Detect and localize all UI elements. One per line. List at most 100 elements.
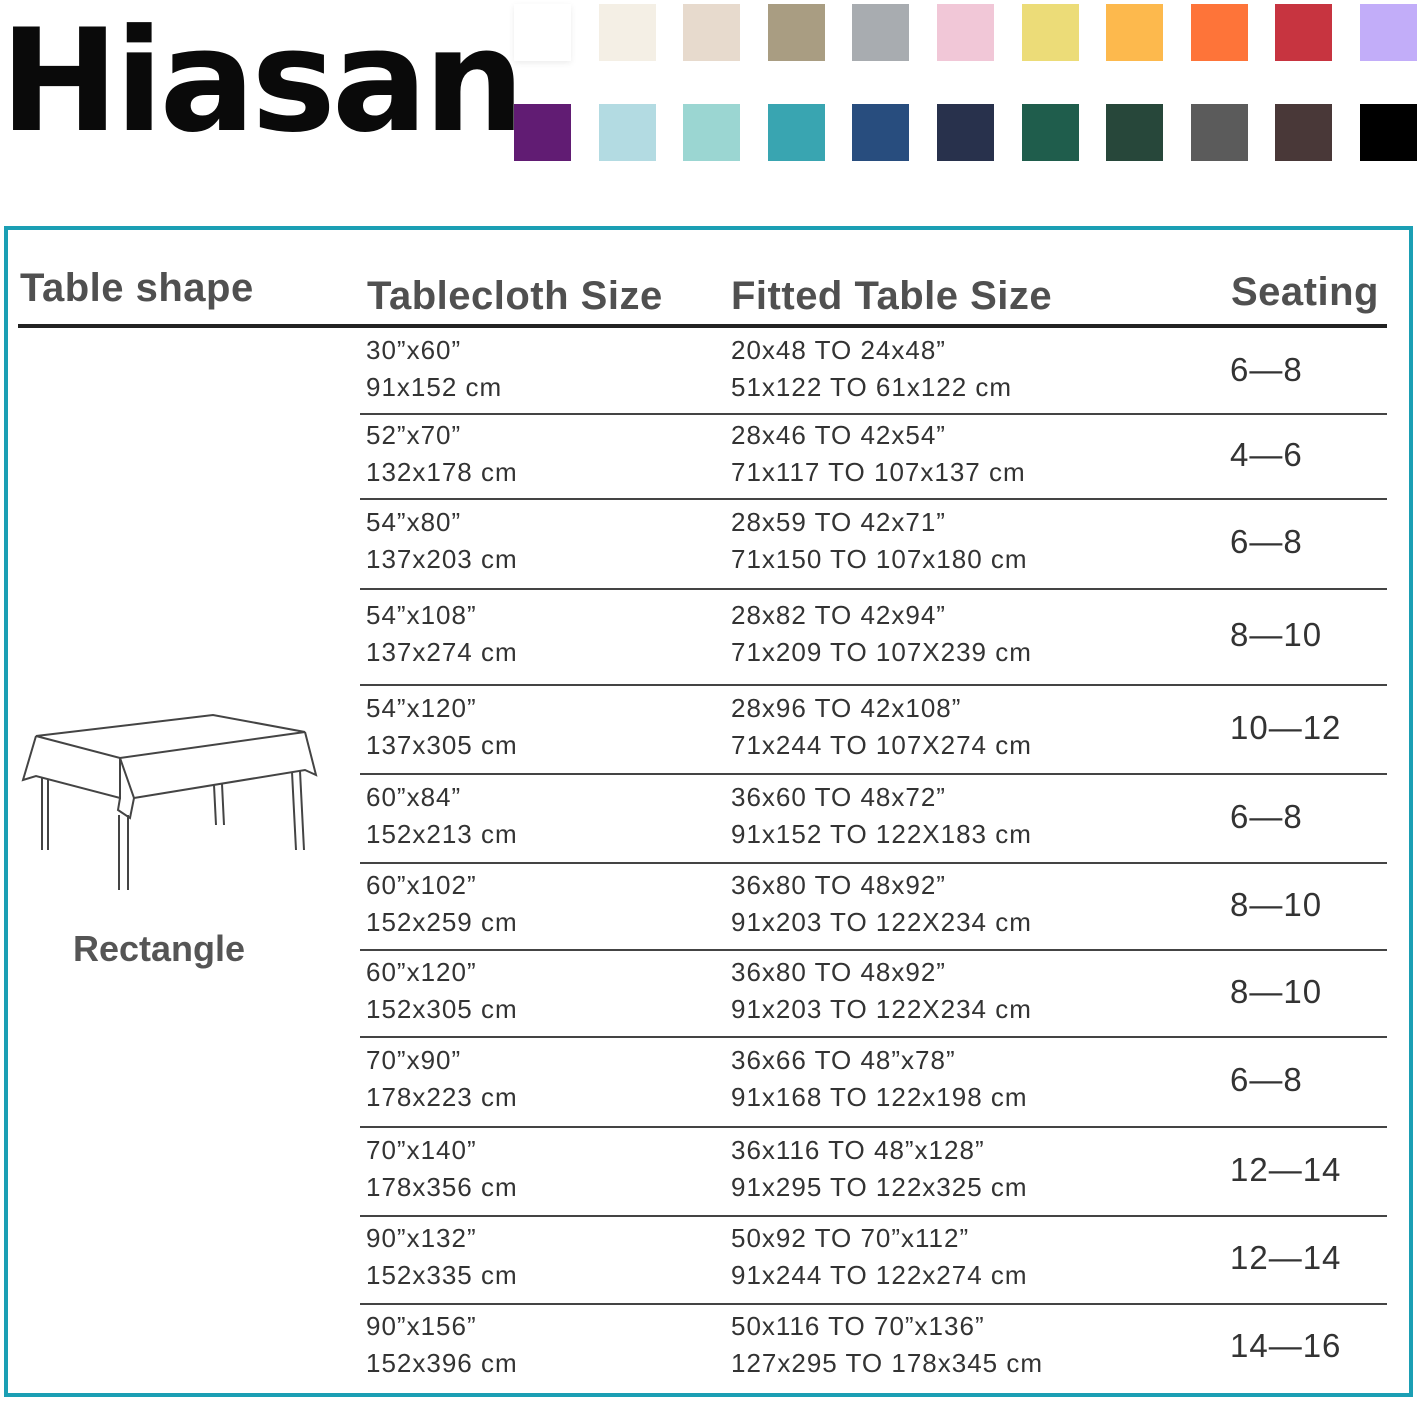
tablecloth-inches: 54”x120” bbox=[366, 692, 477, 723]
table-row: 54”x80” 137x203 cm 28x59 TO 42x71” 71x150 … bbox=[360, 500, 1387, 590]
fitted-inches: 28x46 TO 42x54” bbox=[731, 419, 946, 450]
seating: 10—12 bbox=[1230, 708, 1342, 746]
tablecloth-inches: 90”x156” bbox=[366, 1310, 477, 1341]
color-swatch bbox=[767, 104, 825, 161]
tablecloth-size: 54”x80” 137x203 cm bbox=[366, 504, 518, 578]
color-swatch bbox=[598, 104, 656, 161]
fitted-cm: 71x244 TO 107X274 cm bbox=[731, 729, 1032, 760]
tablecloth-inches: 30”x60” bbox=[366, 334, 462, 365]
fitted-inches: 20x48 TO 24x48” bbox=[731, 334, 946, 365]
table-row: 90”x156” 152x396 cm 50x116 TO 70”x136” 127… bbox=[360, 1305, 1387, 1390]
fitted-size: 50x116 TO 70”x136” 127x295 TO 178x345 cm bbox=[731, 1308, 1043, 1382]
tablecloth-size: 70”x90” 178x223 cm bbox=[366, 1042, 518, 1116]
fitted-inches: 36x116 TO 48”x128” bbox=[731, 1134, 985, 1165]
color-swatch bbox=[852, 4, 910, 61]
table-row: 54”x108” 137x274 cm 28x82 TO 42x94” 71x209… bbox=[360, 590, 1387, 686]
fitted-cm: 51x122 TO 61x122 cm bbox=[731, 371, 1013, 402]
header-table-shape: Table shape bbox=[20, 266, 254, 310]
header-tablecloth-size: Tablecloth Size bbox=[367, 274, 663, 318]
tablecloth-cm: 152x213 cm bbox=[366, 818, 518, 849]
color-swatch bbox=[767, 4, 825, 61]
tablecloth-cm: 137x203 cm bbox=[366, 544, 518, 574]
color-swatch bbox=[514, 104, 571, 161]
header-divider bbox=[18, 324, 1387, 328]
seating: 6—8 bbox=[1230, 1061, 1303, 1098]
fitted-cm: 71x150 TO 107x180 cm bbox=[731, 544, 1028, 574]
color-swatch bbox=[683, 4, 741, 61]
fitted-inches: 36x80 TO 48x92” bbox=[731, 956, 946, 987]
tablecloth-cm: 137x274 cm bbox=[366, 637, 518, 667]
tablecloth-inches: 70”x140” bbox=[366, 1134, 477, 1165]
fitted-cm: 91x203 TO 122X234 cm bbox=[731, 993, 1032, 1024]
fitted-inches: 50x92 TO 70”x112” bbox=[731, 1223, 970, 1253]
fitted-size: 28x59 TO 42x71” 71x150 TO 107x180 cm bbox=[731, 504, 1028, 578]
tablecloth-cm: 178x356 cm bbox=[366, 1171, 518, 1202]
color-swatch bbox=[1360, 104, 1417, 161]
table-row: 90”x132” 152x335 cm 50x92 TO 70”x112” 91x2… bbox=[360, 1217, 1387, 1305]
fitted-size: 28x96 TO 42x108” 71x244 TO 107X274 cm bbox=[731, 690, 1032, 764]
table-row: 54”x120” 137x305 cm 28x96 TO 42x108” 71x24… bbox=[360, 686, 1387, 775]
table-row: 52”x70” 132x178 cm 28x46 TO 42x54” 71x117 … bbox=[360, 415, 1387, 500]
tablecloth-cm: 152x396 cm bbox=[366, 1347, 518, 1378]
tablecloth-cm: 132x178 cm bbox=[366, 456, 518, 487]
tablecloth-cm: 152x259 cm bbox=[366, 906, 518, 937]
seating: 4—6 bbox=[1230, 435, 1303, 473]
fitted-inches: 36x80 TO 48x92” bbox=[731, 869, 946, 900]
table-row: 60”x120” 152x305 cm 36x80 TO 48x92” 91x203… bbox=[360, 951, 1387, 1038]
fitted-cm: 91x203 TO 122X234 cm bbox=[731, 906, 1032, 937]
tablecloth-inches: 54”x108” bbox=[366, 600, 477, 630]
tablecloth-inches: 54”x80” bbox=[366, 507, 462, 537]
table-row: 70”x140” 178x356 cm 36x116 TO 48”x128” 91x… bbox=[360, 1128, 1387, 1217]
seating: 12—14 bbox=[1230, 1239, 1342, 1276]
shape-label: Rectangle bbox=[73, 928, 246, 969]
tablecloth-size: 60”x102” 152x259 cm bbox=[366, 867, 518, 941]
fitted-inches: 36x66 TO 48”x78” bbox=[731, 1045, 956, 1075]
tablecloth-size: 54”x108” 137x274 cm bbox=[366, 597, 518, 671]
fitted-inches: 50x116 TO 70”x136” bbox=[731, 1310, 985, 1341]
tablecloth-size: 52”x70” 132x178 cm bbox=[366, 417, 518, 491]
tablecloth-cm: 91x152 cm bbox=[366, 371, 503, 402]
color-swatch bbox=[598, 4, 656, 61]
seating: 6—8 bbox=[1230, 797, 1303, 835]
fitted-inches: 28x96 TO 42x108” bbox=[731, 692, 962, 723]
tablecloth-cm: 152x305 cm bbox=[366, 993, 518, 1024]
brand-logo: Hiasan bbox=[0, 0, 525, 164]
header-fitted-table-size: Fitted Table Size bbox=[731, 274, 1053, 318]
seating: 8—10 bbox=[1230, 972, 1323, 1010]
seating: 6—8 bbox=[1230, 523, 1303, 560]
tablecloth-size: 70”x140” 178x356 cm bbox=[366, 1132, 518, 1206]
fitted-cm: 71x209 TO 107X239 cm bbox=[731, 637, 1032, 667]
tablecloth-size: 30”x60” 91x152 cm bbox=[366, 332, 502, 406]
fitted-inches: 28x59 TO 42x71” bbox=[731, 507, 946, 537]
color-swatch bbox=[1021, 104, 1079, 161]
fitted-size: 28x46 TO 42x54” 71x117 TO 107x137 cm bbox=[731, 417, 1026, 491]
tablecloth-inches: 60”x84” bbox=[366, 781, 462, 812]
fitted-size: 36x66 TO 48”x78” 91x168 TO 122x198 cm bbox=[731, 1042, 1028, 1116]
tablecloth-inches: 70”x90” bbox=[366, 1045, 462, 1075]
color-swatch bbox=[1275, 4, 1333, 61]
fitted-inches: 28x82 TO 42x94” bbox=[731, 600, 946, 630]
color-swatch bbox=[1360, 4, 1417, 61]
tablecloth-size: 60”x120” 152x305 cm bbox=[366, 954, 518, 1028]
fitted-cm: 71x117 TO 107x137 cm bbox=[731, 456, 1026, 487]
color-swatch bbox=[683, 104, 741, 161]
fitted-cm: 127x295 TO 178x345 cm bbox=[731, 1347, 1044, 1378]
seating: 12—14 bbox=[1230, 1150, 1342, 1188]
fitted-cm: 91x295 TO 122x325 cm bbox=[731, 1171, 1028, 1202]
color-swatch bbox=[1190, 104, 1248, 161]
header-seating: Seating bbox=[1231, 270, 1379, 314]
tablecloth-size: 60”x84” 152x213 cm bbox=[366, 779, 518, 853]
tablecloth-size: 90”x132” 152x335 cm bbox=[366, 1220, 518, 1294]
seating: 14—16 bbox=[1230, 1326, 1342, 1364]
fitted-size: 36x80 TO 48x92” 91x203 TO 122X234 cm bbox=[731, 867, 1032, 941]
tablecloth-inches: 90”x132” bbox=[366, 1223, 477, 1253]
color-swatch bbox=[1190, 4, 1248, 61]
color-swatch bbox=[937, 4, 994, 61]
fitted-size: 36x80 TO 48x92” 91x203 TO 122X234 cm bbox=[731, 954, 1032, 1028]
color-swatch bbox=[1275, 104, 1333, 161]
tablecloth-size: 90”x156” 152x396 cm bbox=[366, 1308, 518, 1382]
seating: 6—8 bbox=[1230, 350, 1303, 388]
table-row: 30”x60” 91x152 cm 20x48 TO 24x48” 51x122 T… bbox=[360, 330, 1387, 415]
color-swatch bbox=[514, 4, 571, 61]
